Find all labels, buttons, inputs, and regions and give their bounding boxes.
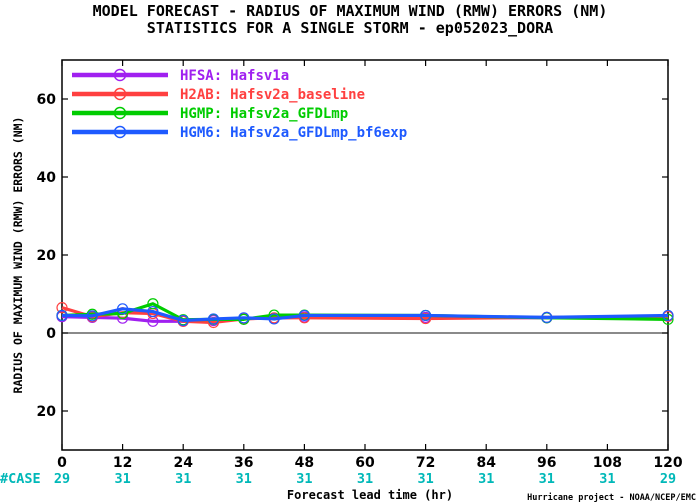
legend-marker xyxy=(113,68,127,82)
series-point xyxy=(541,311,553,323)
series-point xyxy=(56,309,68,322)
series-point xyxy=(662,309,674,322)
y-axis-label: RADIUS OF MAXIMUM WIND (RMW) ERRORS (NM) xyxy=(11,117,25,394)
series-point xyxy=(177,314,189,327)
x-tick-label: 120 xyxy=(653,455,682,471)
plot-frame xyxy=(61,59,669,451)
series-point xyxy=(56,302,68,314)
legend-series-desc: Hafsv2a_GFDLmp xyxy=(230,106,348,122)
x-tick-label: 108 xyxy=(593,455,622,471)
y-axis: 20 0 20 40 60 xyxy=(37,92,668,420)
y-tick-label: 20 xyxy=(37,248,57,264)
case-count-row: #CASE 29 31 31 31 31 31 31 31 31 31 29 xyxy=(0,471,676,487)
case-count: 29 xyxy=(54,471,70,487)
legend-series-name: HFSA: xyxy=(180,68,222,84)
series-point xyxy=(86,310,98,322)
legend-entry: HGMP: Hafsv2a_GFDLmp xyxy=(180,106,348,122)
legend-entry: H2AB: Hafsv2a_baseline xyxy=(180,87,365,103)
legend-marker xyxy=(113,125,127,139)
y-tick-label: 0 xyxy=(46,326,56,342)
series-point xyxy=(420,309,432,322)
legend-series-desc: Hafsv2a_baseline xyxy=(230,87,365,103)
x-tick-label: 24 xyxy=(173,455,193,471)
series-point xyxy=(420,312,432,325)
legend-series-desc: Hafsv1a xyxy=(230,68,289,84)
series-point xyxy=(207,313,220,325)
series-point xyxy=(298,309,310,322)
case-count: 31 xyxy=(175,471,191,487)
legend-entry: HGM6: Hafsv2a_GFDLmp_bf6exp xyxy=(180,125,407,141)
chart-subtitle: STATISTICS FOR A SINGLE STORM - ep052023… xyxy=(146,19,554,37)
x-tick-label: 36 xyxy=(234,455,253,471)
legend-marker xyxy=(113,106,127,120)
x-axis: 0 12 24 36 48 60 72 84 96 108 120 xyxy=(57,60,683,471)
series-layer xyxy=(56,298,674,329)
case-count: 31 xyxy=(417,471,433,487)
x-tick-label: 96 xyxy=(537,455,556,471)
legend-series-name: H2AB: xyxy=(180,87,222,103)
legend-series-name: HGMP: xyxy=(180,106,222,122)
case-count: 31 xyxy=(599,471,615,487)
x-tick-label: 72 xyxy=(416,455,435,471)
legend: HFSA: Hafsv1a H2AB: Hafsv2a_baseline HGMP: Ha… xyxy=(72,68,407,141)
x-axis-label: Forecast lead time (hr) xyxy=(287,488,453,502)
series-point xyxy=(662,313,674,325)
x-tick-label: 12 xyxy=(113,455,132,471)
credit-note: Hurricane project - NOAA/NCEP/EMC xyxy=(527,492,696,503)
x-tick-label: 48 xyxy=(295,455,314,471)
case-count: 31 xyxy=(478,471,494,487)
legend-series-name: HGM6: xyxy=(180,125,222,141)
series-point xyxy=(116,303,129,315)
case-count: 31 xyxy=(236,471,252,487)
y-tick-label: 60 xyxy=(37,92,57,108)
x-tick-label: 60 xyxy=(355,455,375,471)
case-count: 31 xyxy=(357,471,373,487)
series-point xyxy=(268,313,280,325)
legend-entry: HFSA: Hafsv1a xyxy=(180,68,289,84)
case-count: 29 xyxy=(660,471,676,487)
x-tick-label: 0 xyxy=(57,455,67,471)
legend-marker xyxy=(113,87,127,101)
y-tick-label: 20 xyxy=(37,404,57,420)
case-count: 31 xyxy=(539,471,555,487)
x-tick-label: 84 xyxy=(476,455,496,471)
legend-series-desc: Hafsv2a_GFDLmp_bf6exp xyxy=(230,125,407,141)
case-count-label: #CASE xyxy=(0,471,41,487)
series-point xyxy=(147,298,159,310)
series-point xyxy=(147,305,159,318)
chart-title: MODEL FORECAST - RADIUS OF MAXIMUM WIND … xyxy=(92,2,608,20)
y-tick-label: 40 xyxy=(37,170,57,186)
case-count: 31 xyxy=(296,471,312,487)
series-point xyxy=(238,312,250,324)
case-count: 31 xyxy=(114,471,130,487)
